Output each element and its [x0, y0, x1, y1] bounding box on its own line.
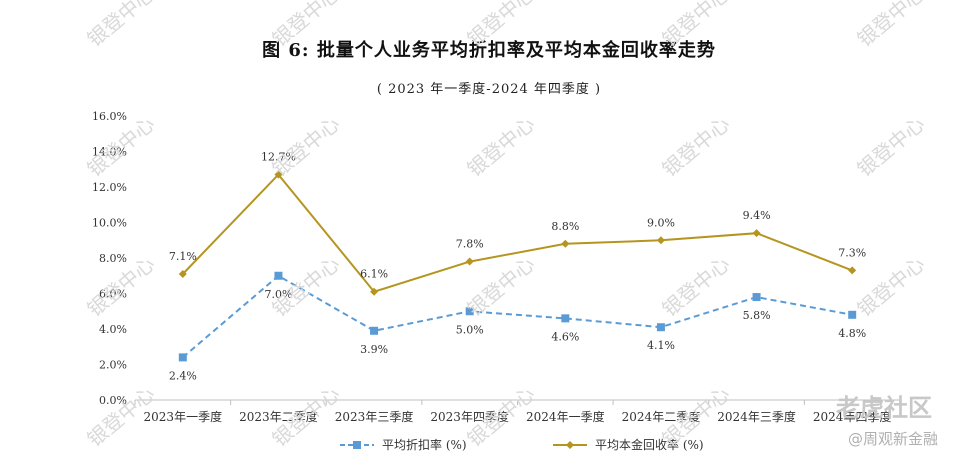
y-tick-label: 10.0%: [92, 217, 127, 230]
discount-rate-label: 2.4%: [169, 369, 197, 382]
discount-rate-point: [465, 307, 474, 316]
discount-rate-label: 4.6%: [551, 330, 579, 343]
y-tick-label: 14.0%: [92, 146, 127, 159]
discount-rate-point: [370, 326, 379, 335]
legend-discount-label: 平均折扣率 (%): [382, 437, 467, 452]
x-tick-label: 2023年二季度: [239, 409, 318, 424]
source-credit: @周观新金融: [848, 430, 939, 448]
recovery-rate-point: [370, 287, 379, 296]
chart-title: 图 6: 批量个人业务平均折扣率及平均本金回收率走势: [262, 40, 716, 61]
discount-rate-point: [656, 323, 665, 332]
y-tick-label: 4.0%: [99, 323, 127, 336]
legend-recovery-label: 平均本金回收率 (%): [595, 437, 704, 452]
discount-rate-point: [752, 293, 761, 302]
x-tick-label: 2024年一季度: [526, 409, 605, 424]
recovery-rate-label: 7.1%: [169, 250, 197, 263]
discount-rate-label: 4.1%: [647, 339, 675, 352]
discount-rate-label: 5.8%: [743, 309, 771, 322]
recovery-rate-label: 6.1%: [360, 268, 388, 281]
legend-diamond-marker: [566, 441, 574, 449]
x-tick-label: 2024年三季度: [717, 409, 796, 424]
y-tick-label: 16.0%: [92, 110, 127, 123]
y-tick-label: 2.0%: [99, 359, 127, 372]
discount-rate-point: [178, 353, 187, 362]
recovery-rate-label: 8.8%: [551, 220, 579, 233]
y-tick-label: 8.0%: [99, 252, 127, 265]
recovery-rate-label: 9.0%: [647, 216, 675, 229]
x-tick-label: 2024年四季度: [813, 409, 892, 424]
discount-rate-point: [848, 310, 857, 319]
recovery-rate-point: [561, 239, 570, 248]
x-tick-label: 2023年四季度: [430, 409, 509, 424]
y-tick-label: 6.0%: [99, 288, 127, 301]
x-tick-label: 2023年三季度: [335, 409, 414, 424]
recovery-rate-label: 7.3%: [838, 246, 866, 259]
recovery-rate-label: 12.7%: [261, 151, 296, 164]
recovery-rate-point: [752, 229, 761, 238]
discount-rate-label: 4.8%: [838, 327, 866, 340]
y-tick-label: 0.0%: [99, 394, 127, 407]
recovery-rate-point: [178, 269, 187, 278]
recovery-rate-label: 7.8%: [456, 238, 484, 251]
legend-square-marker: [353, 441, 361, 449]
recovery-rate-point: [465, 257, 474, 266]
discount-rate-label: 5.0%: [456, 323, 484, 336]
recovery-rate-point: [656, 236, 665, 245]
recovery-rate-line: [182, 173, 853, 293]
y-tick-label: 12.0%: [92, 181, 127, 194]
recovery-rate-point: [274, 170, 283, 179]
discount-rate-label: 7.0%: [264, 288, 292, 301]
x-tick-label: 2023年一季度: [144, 409, 223, 424]
chart-subtitle: ( 2023 年一季度-2024 年四季度 ): [376, 82, 602, 97]
discount-rate-line: [182, 274, 853, 359]
x-tick-label: 2024年二季度: [622, 409, 701, 424]
discount-rate-point: [274, 271, 283, 280]
recovery-rate-point: [848, 266, 857, 275]
tiger-community-logo: 老虎社区: [836, 394, 932, 422]
discount-rate-label: 3.9%: [360, 343, 388, 356]
recovery-rate-label: 9.4%: [743, 209, 771, 222]
discount-rate-point: [561, 314, 570, 323]
